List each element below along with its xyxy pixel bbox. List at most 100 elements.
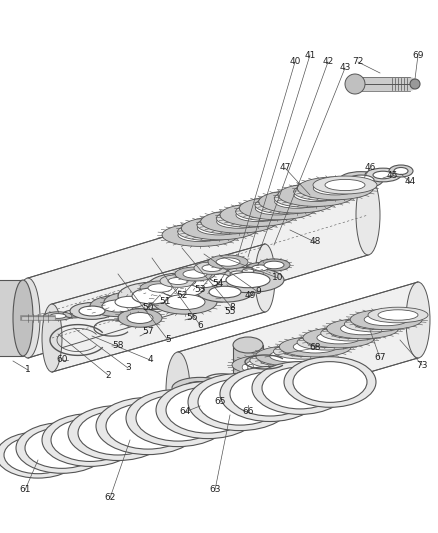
Ellipse shape — [279, 337, 351, 357]
Ellipse shape — [16, 423, 108, 473]
Ellipse shape — [293, 341, 337, 353]
Text: 47: 47 — [279, 164, 291, 173]
Ellipse shape — [283, 346, 323, 357]
Text: 40: 40 — [290, 58, 301, 67]
Text: 43: 43 — [339, 63, 351, 72]
Ellipse shape — [348, 175, 374, 185]
Text: 64: 64 — [179, 408, 191, 416]
Ellipse shape — [51, 418, 129, 462]
Ellipse shape — [4, 437, 72, 474]
Ellipse shape — [25, 427, 99, 469]
Text: 45: 45 — [386, 171, 398, 180]
Ellipse shape — [153, 290, 217, 314]
Text: 62: 62 — [104, 494, 116, 503]
Text: 1: 1 — [25, 366, 31, 375]
Text: 65: 65 — [214, 398, 226, 407]
Text: 50: 50 — [142, 303, 154, 312]
Ellipse shape — [356, 175, 380, 255]
Text: 48: 48 — [309, 238, 321, 246]
Ellipse shape — [236, 208, 280, 222]
Ellipse shape — [220, 204, 296, 227]
Ellipse shape — [127, 312, 153, 324]
Ellipse shape — [368, 307, 428, 323]
Ellipse shape — [140, 281, 180, 295]
Text: 73: 73 — [416, 360, 428, 369]
Ellipse shape — [242, 269, 254, 273]
Ellipse shape — [306, 186, 346, 197]
Text: 72: 72 — [352, 58, 364, 67]
Ellipse shape — [248, 365, 254, 370]
Ellipse shape — [410, 79, 420, 89]
Ellipse shape — [252, 265, 268, 271]
Ellipse shape — [201, 210, 277, 233]
Ellipse shape — [210, 274, 230, 282]
Text: 66: 66 — [242, 408, 254, 416]
Ellipse shape — [220, 367, 320, 422]
Text: 41: 41 — [304, 51, 316, 60]
Ellipse shape — [373, 171, 393, 179]
Ellipse shape — [255, 196, 319, 214]
Ellipse shape — [364, 313, 408, 326]
Ellipse shape — [378, 310, 418, 320]
Polygon shape — [233, 345, 263, 401]
Ellipse shape — [233, 337, 263, 353]
Ellipse shape — [293, 183, 358, 200]
Ellipse shape — [118, 309, 162, 327]
Ellipse shape — [178, 223, 242, 240]
Text: 67: 67 — [374, 353, 386, 362]
Ellipse shape — [190, 277, 218, 288]
Ellipse shape — [68, 406, 168, 461]
Ellipse shape — [132, 288, 172, 304]
Ellipse shape — [236, 203, 300, 221]
Ellipse shape — [239, 197, 315, 220]
Ellipse shape — [341, 322, 385, 335]
Ellipse shape — [303, 328, 375, 348]
Ellipse shape — [166, 387, 250, 433]
Ellipse shape — [327, 319, 399, 338]
Ellipse shape — [136, 395, 220, 441]
Ellipse shape — [264, 261, 284, 269]
Ellipse shape — [197, 282, 253, 302]
Ellipse shape — [246, 263, 274, 273]
Text: 61: 61 — [19, 486, 31, 495]
Ellipse shape — [118, 282, 186, 310]
Ellipse shape — [294, 188, 338, 201]
Polygon shape — [28, 175, 368, 358]
Ellipse shape — [286, 193, 326, 204]
Ellipse shape — [278, 183, 354, 206]
Ellipse shape — [194, 262, 230, 274]
Ellipse shape — [406, 282, 430, 358]
Ellipse shape — [365, 168, 401, 182]
Text: 44: 44 — [404, 177, 416, 187]
Ellipse shape — [273, 344, 333, 359]
Ellipse shape — [248, 376, 254, 382]
Ellipse shape — [190, 226, 230, 237]
Ellipse shape — [42, 414, 138, 466]
Ellipse shape — [178, 229, 222, 241]
Ellipse shape — [297, 177, 373, 200]
Ellipse shape — [13, 280, 33, 356]
Ellipse shape — [267, 199, 307, 211]
Ellipse shape — [226, 272, 270, 288]
Ellipse shape — [106, 403, 190, 449]
Ellipse shape — [246, 359, 290, 371]
Ellipse shape — [160, 279, 204, 297]
Ellipse shape — [307, 337, 347, 348]
Ellipse shape — [250, 353, 310, 368]
Polygon shape — [178, 282, 418, 428]
Ellipse shape — [197, 216, 261, 234]
Text: 68: 68 — [309, 343, 321, 352]
Text: 9: 9 — [255, 287, 261, 296]
Ellipse shape — [270, 350, 314, 362]
Ellipse shape — [354, 319, 394, 329]
Ellipse shape — [180, 272, 228, 292]
Ellipse shape — [394, 167, 408, 174]
Polygon shape — [52, 244, 265, 372]
Polygon shape — [0, 280, 23, 356]
Text: 49: 49 — [244, 290, 256, 300]
Ellipse shape — [228, 213, 268, 224]
Ellipse shape — [202, 264, 222, 271]
Ellipse shape — [274, 189, 338, 207]
Text: 5: 5 — [165, 335, 171, 344]
Ellipse shape — [90, 295, 146, 317]
